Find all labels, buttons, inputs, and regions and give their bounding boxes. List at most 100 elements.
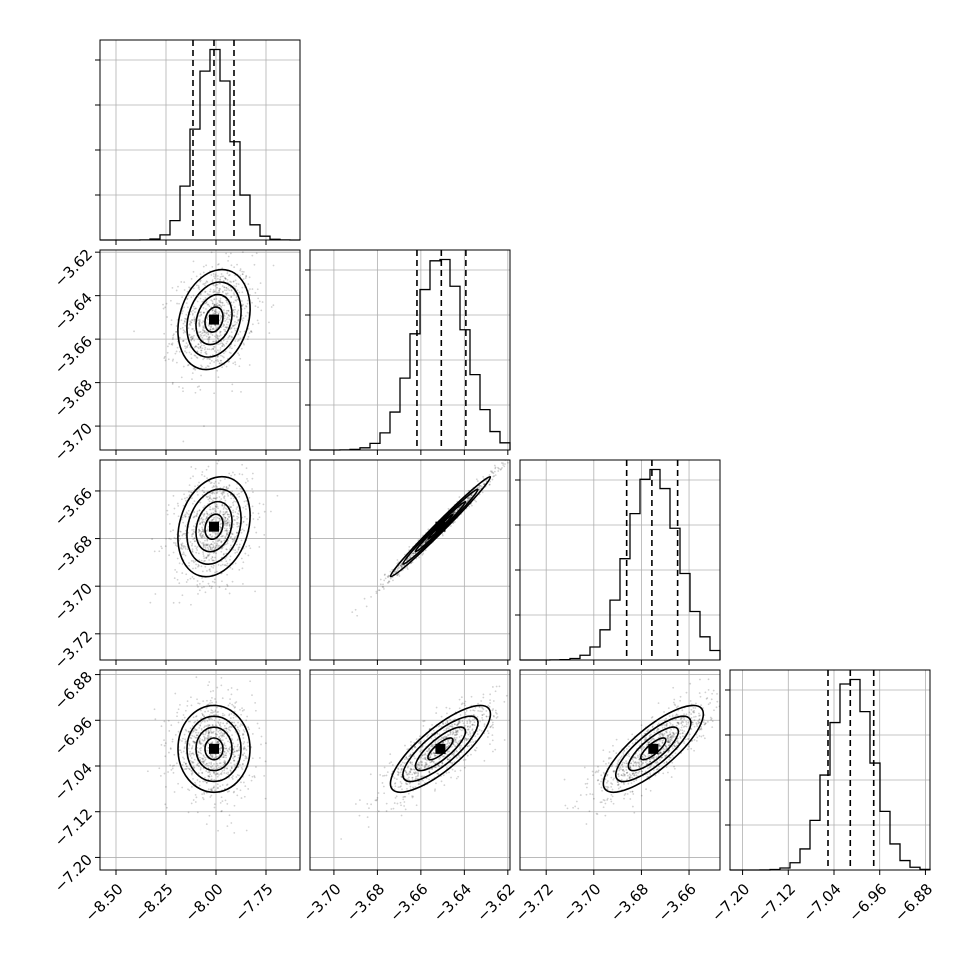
sample-point: [175, 361, 178, 364]
sample-point: [226, 533, 229, 536]
sample-point: [230, 295, 233, 298]
sample-point: [174, 733, 177, 736]
sample-point: [176, 578, 179, 581]
sample-point: [191, 761, 194, 763]
sample-point: [414, 786, 417, 789]
sample-point: [668, 756, 671, 759]
sample-point: [202, 358, 205, 361]
sample-point: [182, 737, 184, 740]
sample-point: [198, 318, 201, 321]
sample-point: [650, 757, 653, 760]
sample-point: [453, 521, 456, 523]
sample-point: [227, 321, 229, 324]
sample-point: [483, 483, 486, 486]
sample-point: [210, 565, 213, 568]
sample-point: [216, 277, 219, 280]
sample-point: [232, 742, 235, 745]
sample-point: [637, 756, 639, 759]
sample-point: [213, 497, 215, 500]
sample-point: [222, 275, 225, 278]
sample-point: [464, 737, 467, 740]
sample-point: [191, 745, 194, 747]
sample-point: [154, 718, 157, 721]
contour-level-0: [177, 475, 251, 578]
sample-point: [183, 733, 186, 736]
sample-point: [665, 760, 668, 763]
sample-point: [217, 730, 220, 733]
sample-point: [465, 737, 468, 740]
sample-point: [385, 774, 388, 777]
panel-frame: [309, 249, 511, 451]
sample-point: [423, 753, 426, 756]
sample-point: [385, 810, 388, 812]
sample-point: [653, 731, 656, 734]
sample-point: [715, 706, 718, 709]
sample-point: [489, 702, 491, 704]
sample-point: [473, 709, 476, 712]
sample-point: [236, 493, 239, 496]
sample-point: [230, 766, 233, 768]
sample-point: [424, 761, 427, 764]
contour-level-2: [195, 726, 233, 772]
sample-point: [464, 724, 467, 727]
sample-point: [203, 357, 206, 360]
sample-point: [236, 750, 238, 753]
sample-point: [192, 777, 194, 780]
sample-point: [244, 552, 247, 555]
sample-point: [623, 797, 625, 800]
sample-point: [225, 313, 228, 315]
sample-point: [223, 324, 226, 327]
sample-point: [216, 544, 219, 547]
sample-point: [245, 749, 248, 751]
sample-point: [218, 735, 221, 738]
sample-point: [212, 566, 215, 569]
sample-point: [208, 544, 211, 547]
sample-point: [221, 697, 224, 700]
sample-point: [425, 763, 427, 766]
sample-point: [218, 512, 221, 515]
sample-point: [209, 690, 212, 693]
sample-point: [215, 303, 218, 306]
sample-point: [203, 560, 205, 563]
sample-point: [494, 709, 497, 712]
sample-point: [709, 716, 712, 719]
sample-point: [207, 734, 210, 737]
sample-point: [202, 555, 205, 557]
sample-point: [214, 312, 217, 314]
sample-point: [214, 698, 216, 700]
sample-point: [421, 754, 424, 757]
sample-point: [209, 328, 212, 331]
sample-point: [175, 762, 178, 765]
sample-point: [216, 291, 219, 294]
sample-point: [211, 742, 214, 745]
sample-point: [572, 806, 574, 809]
sample-point: [473, 724, 476, 727]
sample-point: [194, 781, 196, 784]
sample-point: [210, 557, 213, 560]
sample-point: [227, 515, 230, 518]
sample-point: [184, 740, 187, 743]
sample-point: [193, 320, 196, 323]
sample-point: [625, 747, 628, 750]
sample-point: [411, 795, 413, 797]
sample-point: [234, 279, 237, 282]
sample-point: [183, 321, 186, 323]
sample-point: [235, 282, 238, 285]
sample-point: [208, 336, 211, 339]
sample-point: [233, 519, 235, 521]
sample-point: [412, 552, 415, 555]
sample-point: [206, 539, 209, 542]
sample-point: [208, 335, 211, 338]
sample-point: [414, 746, 417, 749]
sample-point: [228, 513, 230, 516]
sample-point: [228, 790, 230, 793]
sample-point: [210, 755, 213, 758]
sample-point: [230, 301, 233, 304]
sample-point: [471, 728, 474, 731]
sample-point: [396, 770, 399, 773]
sample-point: [198, 780, 201, 783]
sample-point: [206, 477, 208, 480]
sample-point: [213, 542, 216, 545]
sample-point: [202, 551, 204, 553]
sample-point: [368, 807, 370, 810]
